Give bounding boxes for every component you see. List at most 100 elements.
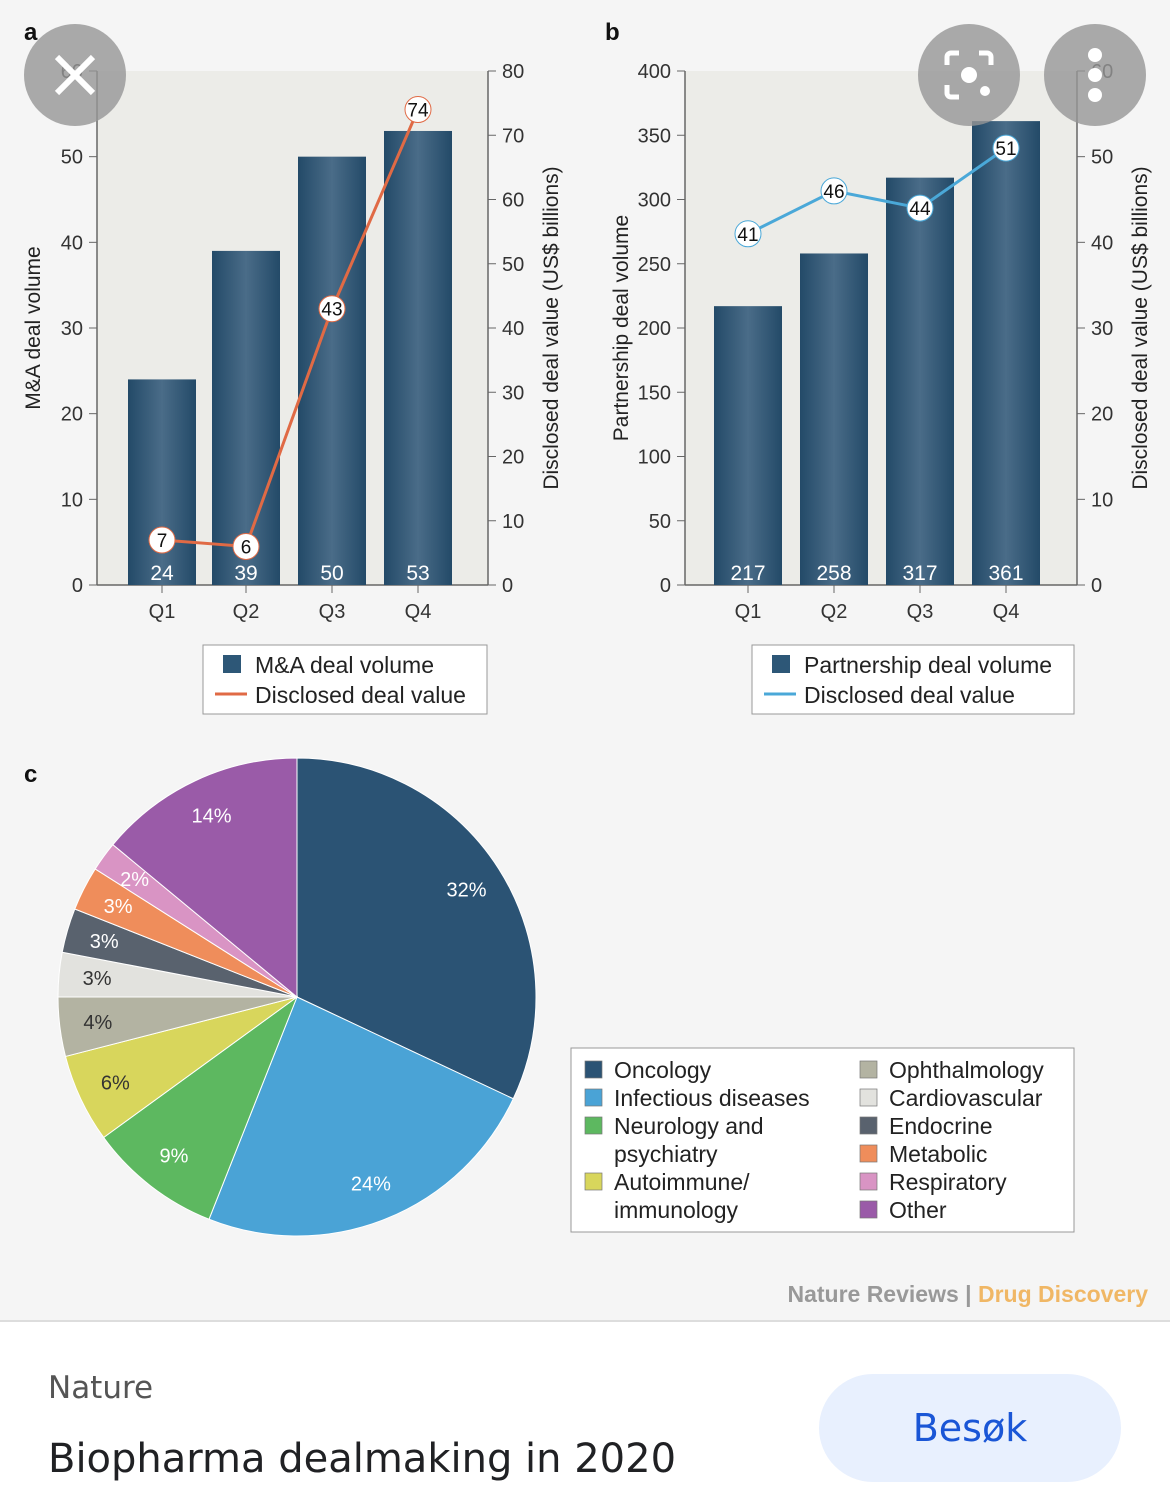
legend-box xyxy=(751,644,1075,715)
legend-label: Disclosed deal value xyxy=(255,682,466,708)
line-series xyxy=(747,146,1007,236)
legend-box xyxy=(202,644,488,715)
y-tick-label: 350 xyxy=(638,125,671,147)
line-point xyxy=(820,177,848,205)
legend-swatch xyxy=(859,1088,878,1107)
y-axis-label: M&A deal volume xyxy=(22,246,45,409)
y-right-tick-label: 60 xyxy=(502,190,524,212)
y-right-tick-label: 40 xyxy=(1091,232,1113,254)
lens-search-icon xyxy=(944,50,994,100)
legend: Partnership deal volume Disclosed deal va… xyxy=(751,644,1075,715)
y-right-tick-label: 50 xyxy=(1091,147,1113,169)
legend-label: Ophthalmology xyxy=(889,1057,1044,1083)
y-tick-label: 40 xyxy=(61,232,83,254)
pie-slice-label: 32% xyxy=(446,879,486,901)
line-point xyxy=(318,295,346,323)
line-point-label: 43 xyxy=(321,300,342,321)
bar xyxy=(886,177,954,585)
pie-slice-label: 3% xyxy=(90,931,119,953)
bar xyxy=(972,121,1040,586)
legend-label: Infectious diseases xyxy=(614,1085,810,1111)
bar-value-label: 39 xyxy=(234,562,257,585)
bar-value-label: 53 xyxy=(406,562,429,585)
panel-label: b xyxy=(605,19,620,46)
legend-swatch xyxy=(584,1060,603,1079)
close-button[interactable] xyxy=(24,24,126,126)
image-details-panel: Nature Biopharma dealmaking in 2020 Besø… xyxy=(0,1324,1170,1496)
pie-slice-label: 3% xyxy=(104,896,133,918)
pie-slice-label: 3% xyxy=(83,968,112,990)
x-tick-label: Q2 xyxy=(233,601,260,623)
legend-label: Other xyxy=(889,1197,947,1223)
legend-label: M&A deal volume xyxy=(255,652,434,678)
y-right-tick-label: 40 xyxy=(502,318,524,340)
figure: a010203040506001020304050607080M&A deal … xyxy=(22,19,1152,1307)
panel-label: c xyxy=(24,761,37,788)
image-viewer: a010203040506001020304050607080M&A deal … xyxy=(0,19,1170,1322)
x-tick-label: Q3 xyxy=(907,601,934,623)
y-right-tick-label: 20 xyxy=(1091,404,1113,426)
y-right-tick-label: 50 xyxy=(502,254,524,276)
visit-button[interactable]: Besøk xyxy=(819,1374,1121,1482)
legend-box xyxy=(570,1047,1075,1233)
close-icon xyxy=(54,54,96,96)
line-point xyxy=(148,526,176,554)
y-tick-label: 100 xyxy=(638,447,671,469)
line-point xyxy=(232,532,260,560)
y-axis-label: Partnership deal volume xyxy=(610,215,633,441)
legend-swatch xyxy=(859,1116,878,1135)
legend-label: Oncology xyxy=(614,1057,712,1083)
legend-swatch xyxy=(584,1088,603,1107)
bar-value-label: 24 xyxy=(150,562,174,585)
image-title[interactable]: Biopharma dealmaking in 2020 xyxy=(48,1436,677,1482)
bar-value-label: 317 xyxy=(902,562,937,585)
bar xyxy=(714,306,782,585)
y-tick-label: 30 xyxy=(61,318,83,340)
bar-value-label: 361 xyxy=(988,562,1023,585)
legend-swatch xyxy=(584,1116,603,1135)
legend-swatch xyxy=(859,1172,878,1191)
pie-slice-label: 4% xyxy=(83,1012,112,1034)
x-tick-label: Q2 xyxy=(821,601,848,623)
y-right-tick-label: 30 xyxy=(502,382,524,404)
legend-label: Respiratory xyxy=(889,1169,1007,1195)
line-point xyxy=(404,96,432,124)
x-tick-label: Q3 xyxy=(319,601,346,623)
legend-label: Disclosed deal value xyxy=(804,682,1015,708)
bar-value-label: 50 xyxy=(320,562,343,585)
y-tick-label: 0 xyxy=(660,575,671,597)
legend-label: Autoimmune/immunology xyxy=(614,1169,750,1223)
pie-slice xyxy=(112,757,298,999)
more-vert-icon xyxy=(1088,48,1102,102)
line-point-label: 41 xyxy=(737,225,758,246)
pie-slice xyxy=(102,995,299,1220)
more-options-button[interactable] xyxy=(1044,24,1146,126)
legend-swatch-bar xyxy=(772,655,790,673)
y-tick-label: 150 xyxy=(638,382,671,404)
legend-label: Cardiovascular xyxy=(889,1085,1043,1111)
x-tick-label: Q1 xyxy=(149,601,176,623)
y-right-tick-label: 10 xyxy=(502,511,524,533)
source-name[interactable]: Nature xyxy=(48,1370,154,1406)
y-right-tick-label: 0 xyxy=(1091,575,1102,597)
bar-value-label: 258 xyxy=(816,562,851,585)
bar xyxy=(384,130,452,585)
line-point-label: 6 xyxy=(241,537,252,558)
line-point xyxy=(992,134,1020,162)
y-tick-label: 300 xyxy=(638,190,671,212)
x-tick-label: Q4 xyxy=(993,601,1020,623)
pie-slice-label: 9% xyxy=(159,1146,188,1168)
legend-label: Neurology and psychiatry xyxy=(614,1113,764,1167)
bar-value-label: 217 xyxy=(730,562,765,585)
lens-button[interactable] xyxy=(918,24,1020,126)
y-tick-label: 10 xyxy=(61,489,83,511)
y-right-tick-label: 30 xyxy=(1091,318,1113,340)
legend-swatch xyxy=(859,1144,878,1163)
pie-slice-label: 6% xyxy=(101,1072,130,1094)
credit-line: Nature Reviews | Drug Discovery xyxy=(787,1281,1148,1307)
legend-label: Endocrine xyxy=(889,1113,993,1139)
pie-slice xyxy=(208,996,514,1237)
y-tick-label: 200 xyxy=(638,318,671,340)
y-tick-label: 50 xyxy=(649,511,671,533)
